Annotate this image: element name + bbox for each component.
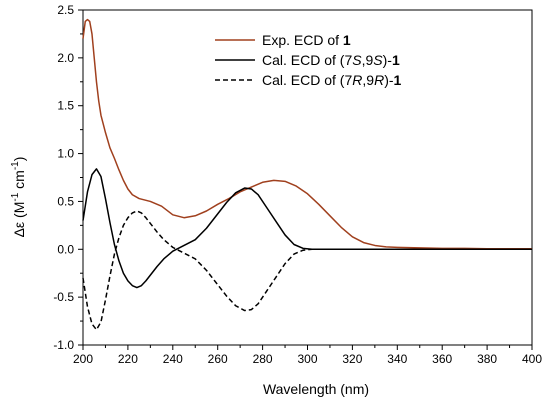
y-tick-label: -1.0 xyxy=(53,338,74,352)
legend-label-part: )- xyxy=(383,52,393,68)
legend-label-part: ,9 xyxy=(362,72,374,88)
legend-label-part: 1 xyxy=(392,52,400,68)
y-axis-title-mid: cm xyxy=(11,170,27,193)
y-tick-label: 1.0 xyxy=(57,147,74,161)
x-tick-label: 280 xyxy=(253,352,273,366)
axes: 200 220 240 260 280 300 320 340 360 380 400 -1.0 -0.… xyxy=(53,3,542,366)
legend-label-part: 1 xyxy=(394,72,402,88)
legend-label-part: Cal. ECD of (7 xyxy=(262,72,352,88)
series-layer xyxy=(82,18,532,331)
x-tick-label: 260 xyxy=(208,352,228,366)
y-tick-label: 2.0 xyxy=(57,51,74,65)
legend-label-part: R xyxy=(352,72,362,88)
x-tick-label: 340 xyxy=(387,352,407,366)
legend-label-part: Cal. ECD of (7 xyxy=(262,52,352,68)
x-tick-label: 220 xyxy=(118,352,138,366)
x-tick-label: 240 xyxy=(163,352,183,366)
x-tick-label: 380 xyxy=(477,352,497,366)
y-tick-label: 0.5 xyxy=(57,194,74,208)
series-cal-ecd-7r9r xyxy=(82,210,353,331)
y-tick-label: 1.5 xyxy=(57,99,74,113)
legend-label: Cal. ECD of (7R,9R)-1 xyxy=(262,72,402,88)
legend-label-part: ,9 xyxy=(362,52,374,68)
y-axis-title-exp2: -1 xyxy=(10,161,21,170)
y-tick-label: 0.0 xyxy=(57,242,74,256)
series-exp-ecd xyxy=(82,18,532,250)
y-axis-title-prefix: Δε (M xyxy=(11,202,27,238)
y-tick-label: -0.5 xyxy=(53,290,74,304)
y-axis-title-suffix: ) xyxy=(11,157,27,162)
x-tick-label: 200 xyxy=(73,352,93,366)
x-tick-label: 400 xyxy=(522,352,542,366)
x-tick-label: 360 xyxy=(432,352,452,366)
legend-label: Exp. ECD of 1 xyxy=(262,32,351,48)
legend-label-part: S xyxy=(373,52,383,68)
legend-label-part: S xyxy=(352,52,362,68)
legend-label-part: )- xyxy=(384,72,394,88)
legend-label-part: R xyxy=(374,72,384,88)
y-tick-label: 2.5 xyxy=(57,3,74,17)
x-axis-title: Wavelength (nm) xyxy=(263,381,369,397)
y-axis-title: Δε (M-1 cm-1) xyxy=(10,157,27,238)
legend-label-part: 1 xyxy=(343,32,351,48)
x-tick-label: 320 xyxy=(342,352,362,366)
y-axis-title-exp1: -1 xyxy=(10,192,21,201)
legend-label-part: Exp. ECD of xyxy=(262,32,343,48)
x-tick-label: 300 xyxy=(297,352,317,366)
series-cal-ecd-7s9s xyxy=(82,168,532,289)
legend-label: Cal. ECD of (7S,9S)-1 xyxy=(262,52,400,68)
